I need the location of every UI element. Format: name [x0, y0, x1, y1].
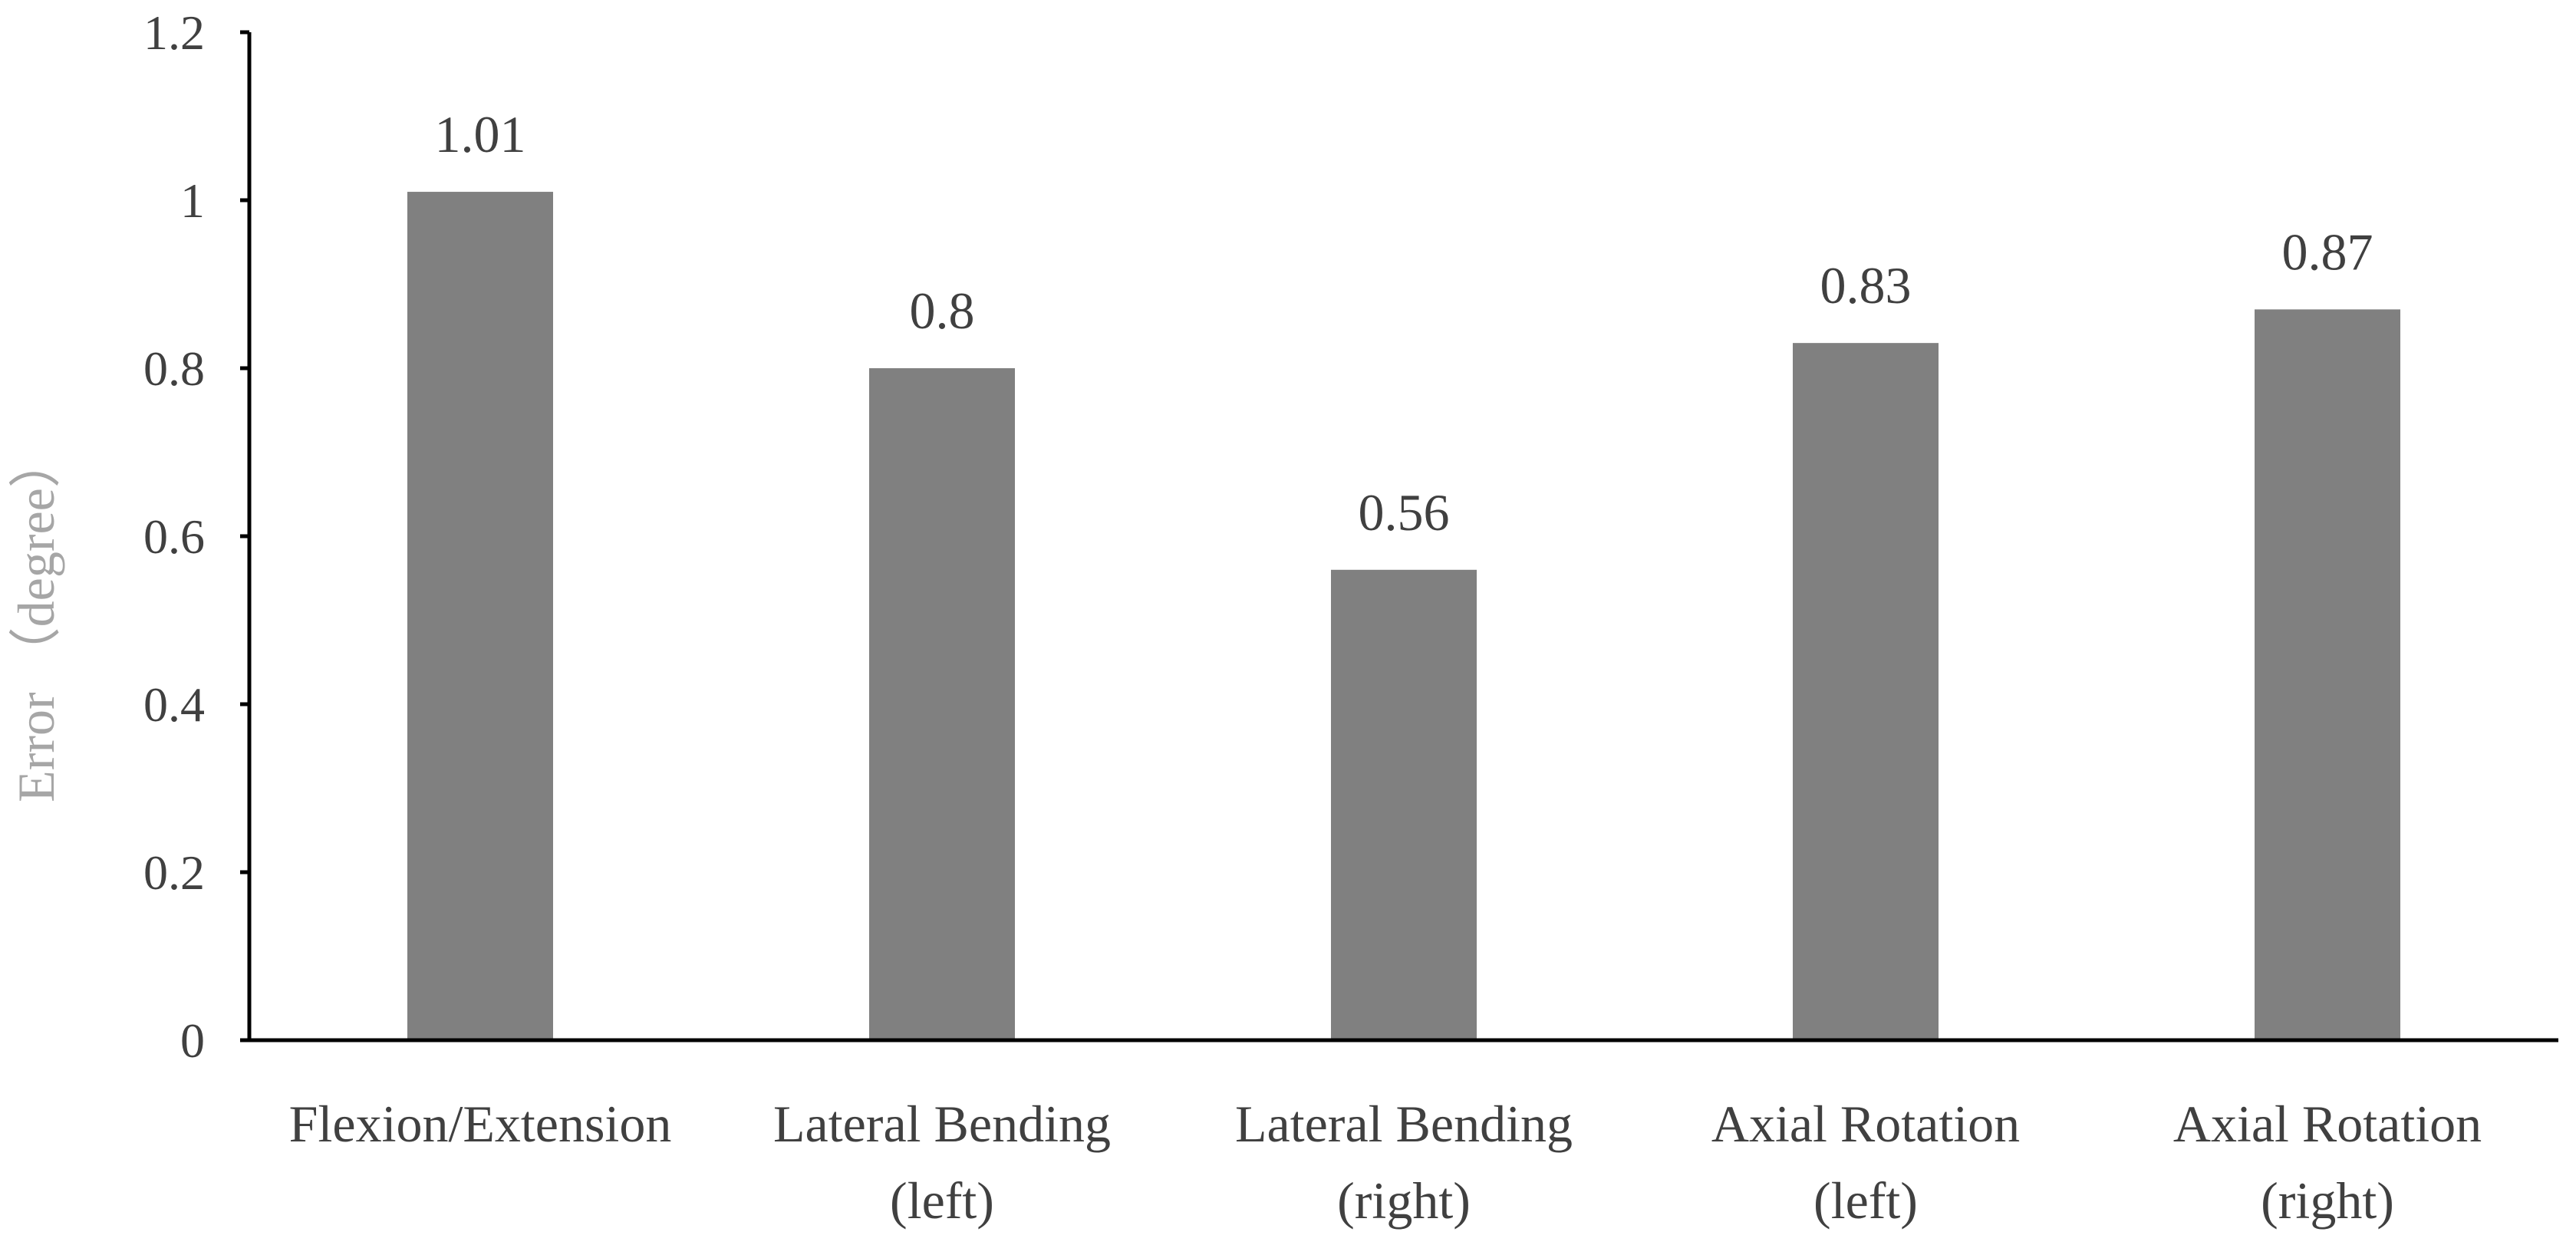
plot-area: 1.01 Flexion/Extension 0.8 Lateral Bending (… — [143, 5, 2558, 1230]
data-label: 1.01 — [435, 105, 526, 163]
data-label: 0.87 — [2282, 222, 2373, 281]
bar — [407, 192, 553, 1040]
x-tick-label: (left) — [890, 1171, 994, 1230]
bar — [1331, 569, 1477, 1040]
y-tick-label: 0.8 — [143, 341, 205, 396]
x-tick-label: (left) — [1813, 1171, 1918, 1230]
x-tick-label: Axial Rotation — [1711, 1095, 2020, 1153]
x-tick-label: Flexion/Extension — [289, 1095, 672, 1153]
x-tick-label: (right) — [1337, 1171, 1471, 1230]
y-tick-label: 1.2 — [143, 5, 205, 60]
y-tick-label: 0 — [180, 1013, 205, 1068]
data-label: 0.56 — [1359, 483, 1450, 542]
y-tick-label: 0.2 — [143, 845, 205, 900]
bar — [869, 368, 1015, 1040]
x-tick-label: Axial Rotation — [2173, 1095, 2482, 1153]
y-tick-label: 1 — [180, 173, 205, 228]
y-tick-label: 0.4 — [143, 677, 205, 732]
y-axis-title: Error （degree） — [7, 436, 65, 802]
bar — [2255, 309, 2400, 1041]
x-tick-label: (right) — [2261, 1171, 2394, 1230]
x-tick-label: Lateral Bending — [1235, 1095, 1573, 1153]
data-label: 0.8 — [910, 282, 975, 340]
data-label: 0.83 — [1820, 256, 1912, 315]
bar — [1793, 343, 1939, 1040]
y-tick-label: 0.6 — [143, 509, 205, 564]
x-tick-label: Lateral Bending — [773, 1095, 1111, 1153]
